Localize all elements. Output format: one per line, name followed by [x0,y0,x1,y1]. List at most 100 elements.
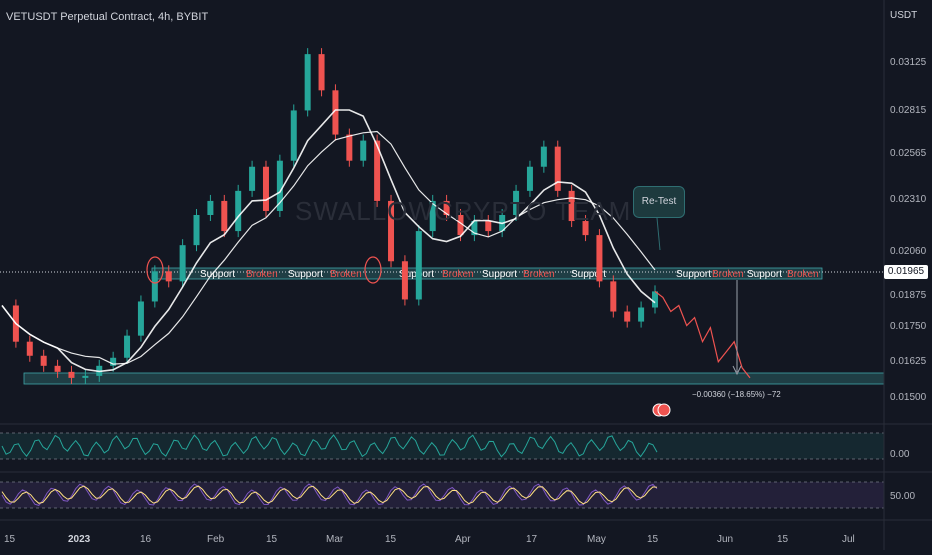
chart-title: VETUSDT Perpetual Contract, 4h, BYBIT [6,11,209,23]
x-tick-label: May [587,534,606,545]
zone-label-support: Support [676,269,711,280]
retest-pointer [656,217,661,251]
highlight-circle [364,256,382,284]
y-tick-label: 0.01875 [890,290,927,301]
candle-body [221,200,228,232]
candle-body [485,221,492,232]
candle-body [249,166,256,191]
rsi-band [0,482,884,508]
x-tick-label: 15 [647,534,659,545]
zone-label-broken: Broken [330,269,362,280]
candle-body [346,134,353,161]
candle-body [290,110,297,161]
candle-body [235,190,242,232]
candle-body [513,190,520,215]
candle-body [54,365,61,372]
zone-label-broken: Broken [712,269,744,280]
y-tick-label: 0.02060 [890,246,927,257]
candle-body [582,221,589,236]
x-tick-label: 15 [385,534,397,545]
candle-body [68,371,75,378]
x-tick-label: 16 [140,534,152,545]
zone-label-broken: Broken [523,269,555,280]
oscillator-line [1,434,658,458]
candle-body [165,271,172,282]
x-tick-label: 15 [777,534,789,545]
zone-label-support: Support [747,269,782,280]
candle-body [360,140,367,161]
y-tick-label: 0.02310 [890,194,927,205]
candle-body [568,190,575,222]
watermark: SWALLOWCRYPTO TEAM [295,196,632,226]
candle-body [610,281,617,312]
x-tick-label: 2023 [68,534,91,545]
currency-label: USDT [890,10,918,21]
candle-body [179,245,186,282]
y-tick-label: 0.02815 [890,105,927,116]
zone-label-support: Support [288,269,323,280]
candle-body [332,90,339,135]
zone-label-support: Support [571,269,606,280]
x-tick-label: Apr [455,534,471,545]
x-tick-label: Feb [207,534,225,545]
candle-body [82,375,89,378]
candle-body [388,200,395,262]
candle-body [124,335,131,358]
candle-body [304,54,311,111]
rsi-tick: 50.00 [890,491,915,502]
candle-body [652,291,658,308]
x-tick-label: 15 [4,534,16,545]
x-tick-label: 17 [526,534,538,545]
candle-body [137,301,144,336]
candle-body [624,311,631,322]
candle-body [40,355,47,366]
candle-body [110,357,117,366]
candle-body [638,307,645,322]
candle-body [151,271,158,302]
rsi-signal-line [1,485,658,505]
y-tick-label: 0.03125 [890,57,927,68]
target-zone [23,372,885,385]
candle-body [554,146,561,191]
projection-path [654,290,751,379]
y-tick-label: 0.02565 [890,148,927,159]
y-tick-label: 0.01500 [890,392,927,403]
zone-label-support: Support [482,269,517,280]
candle-body [471,221,478,236]
candle-body [457,215,464,236]
x-tick-label: 15 [266,534,278,545]
candle-body [207,200,214,215]
candle-body [415,231,422,300]
zone-label-broken: Broken [787,269,819,280]
candle-body [596,235,603,282]
oscillator-tick: 0.00 [890,449,910,460]
retest-callout: Re-Test [633,186,685,218]
measure-arrowhead [732,365,742,376]
last-price-tag: 0.01965 [884,265,928,279]
candle-body [26,341,33,356]
zone-label-support: Support [200,269,235,280]
candle-body [276,160,283,211]
x-tick-label: Mar [326,534,344,545]
candle-body [374,140,381,201]
candle-body [429,200,436,232]
candle-body [443,200,450,215]
event-flag-icon [657,403,671,417]
y-tick-label: 0.01750 [890,321,927,332]
highlight-circle [146,256,164,284]
candle-body [262,166,269,211]
zone-label-broken: Broken [246,269,278,280]
x-tick-label: Jun [717,534,733,545]
candle-body [540,146,547,167]
zone-label-broken: Broken [442,269,474,280]
moving-average-line [1,109,656,373]
rsi-line [1,483,658,506]
candle-body [526,166,533,191]
y-tick-label: 0.01625 [890,356,927,367]
candle-body [318,54,325,91]
candle-body [401,261,408,300]
candle-body [193,215,200,246]
x-tick-label: Jul [842,534,855,545]
